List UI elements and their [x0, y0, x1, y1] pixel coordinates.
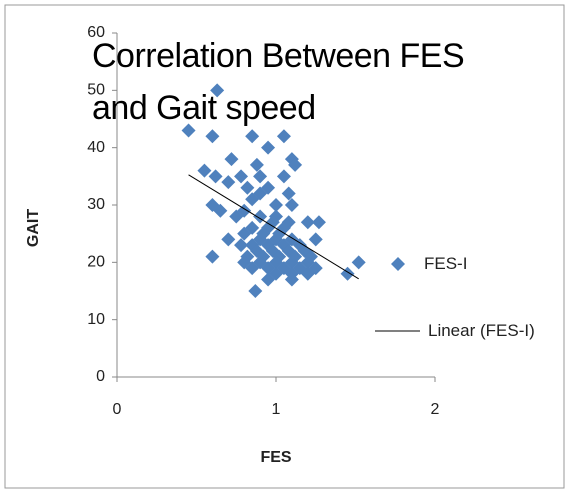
- point: [234, 238, 249, 253]
- point: [245, 129, 260, 144]
- point: [256, 226, 271, 241]
- point: [351, 255, 366, 270]
- point: [245, 261, 260, 276]
- chart-title: Correlation Between FES and Gait speed: [92, 37, 465, 127]
- x-axis-label: FES: [260, 449, 291, 466]
- point: [205, 249, 220, 264]
- point: [300, 266, 315, 281]
- point: [224, 152, 239, 167]
- legend-label: Linear (FES-I): [428, 321, 535, 340]
- point: [308, 232, 323, 247]
- chart-border: [4, 4, 565, 489]
- point: [284, 272, 299, 287]
- point: [261, 272, 276, 287]
- point: [276, 169, 291, 184]
- point: [248, 284, 263, 298]
- x-tick-label: 2: [431, 401, 440, 418]
- point: [261, 140, 276, 155]
- point: [311, 215, 326, 230]
- point: [213, 203, 228, 218]
- point: [253, 186, 268, 201]
- point: [205, 129, 220, 144]
- point: [181, 123, 196, 138]
- legend-marker: [391, 257, 405, 271]
- legend-label: FES-I: [424, 254, 468, 273]
- y-tick-label: 10: [87, 311, 105, 328]
- point: [249, 157, 264, 172]
- point: [210, 83, 225, 98]
- point: [229, 209, 244, 224]
- y-tick-label: 30: [87, 196, 105, 213]
- point: [221, 175, 236, 190]
- point: [237, 226, 252, 241]
- point: [265, 215, 280, 230]
- y-tick-label: 40: [87, 139, 105, 156]
- y-tick-label: 20: [87, 254, 105, 271]
- point: [269, 198, 283, 212]
- point: [197, 163, 212, 178]
- point: [288, 157, 303, 172]
- y-tick-label: 60: [87, 24, 105, 41]
- point: [276, 129, 291, 144]
- y-axis-label: GAIT: [25, 209, 42, 247]
- x-tick-label: 1: [272, 401, 281, 418]
- point: [281, 186, 296, 201]
- trend-line: [188, 174, 359, 280]
- point: [281, 215, 296, 230]
- point: [272, 226, 287, 241]
- x-tick-label: 0: [113, 401, 122, 418]
- point: [221, 232, 236, 247]
- y-tick-label: 50: [87, 82, 105, 99]
- point: [284, 198, 299, 212]
- point: [300, 215, 315, 230]
- point: [234, 169, 249, 184]
- point: [240, 180, 255, 195]
- y-tick-label: 0: [96, 368, 105, 385]
- point: [208, 169, 223, 184]
- point: [253, 209, 268, 224]
- point: [253, 169, 268, 184]
